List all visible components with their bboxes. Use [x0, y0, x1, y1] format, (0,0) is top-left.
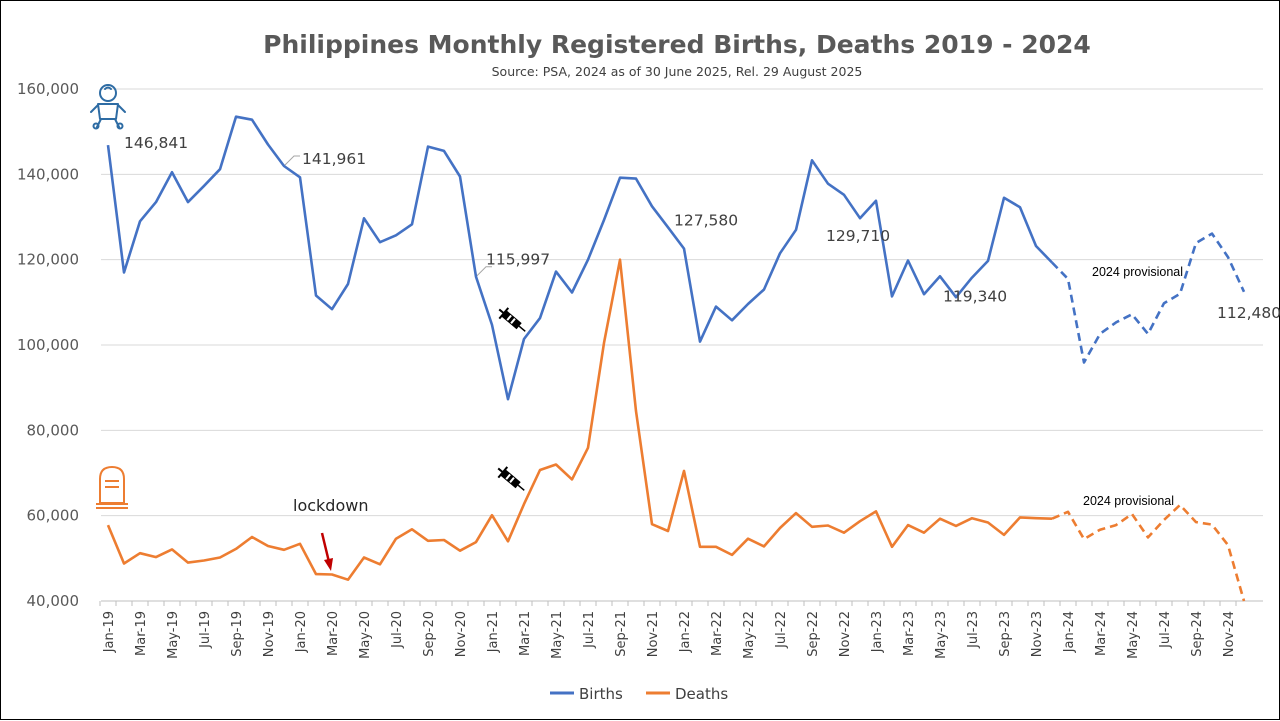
- data-label: 141,961: [302, 150, 366, 168]
- x-tick-label: Jan-20: [294, 611, 309, 653]
- gravestone-icon: [96, 466, 128, 509]
- series-lines: [106, 115, 1246, 602]
- y-tick-label: 40,000: [27, 592, 80, 610]
- x-tick-label: Jan-23: [870, 611, 885, 653]
- lockdown-arrow: [320, 532, 333, 571]
- x-tick-label: Nov-20: [454, 611, 469, 657]
- x-tick-label: Mar-23: [902, 611, 917, 656]
- x-tick-label: Jan-21: [486, 611, 501, 653]
- deaths-provisional-line: [1051, 503, 1246, 602]
- x-tick-label: Jul-22: [774, 611, 789, 649]
- births-provisional-line: [1051, 232, 1246, 364]
- x-tick-label: Nov-23: [1030, 611, 1045, 657]
- label-leader-lines: [283, 155, 492, 278]
- data-label: 129,710: [826, 227, 890, 245]
- x-tick-label: Nov-22: [838, 611, 853, 657]
- x-tick-label: Jan-19: [102, 611, 117, 653]
- lockdown-annotation: lockdown: [293, 496, 368, 515]
- data-label: 119,340: [943, 287, 1007, 305]
- x-tick-label: Mar-21: [518, 611, 533, 656]
- chart-title: Philippines Monthly Registered Births, D…: [263, 30, 1091, 59]
- x-tick-label: Nov-19: [262, 611, 277, 657]
- x-tick-label: Mar-19: [134, 611, 149, 656]
- x-tick-label: Nov-24: [1222, 611, 1237, 657]
- x-tick-label: Jul-20: [390, 611, 405, 649]
- x-tick-label: Jul-23: [966, 611, 981, 649]
- x-axis: Jan-19 Mar-19 May-19 Jul-19 Sep-19 Nov-19 Jan-…: [99, 601, 1237, 659]
- x-tick-label: Sep-20: [422, 611, 437, 657]
- data-label: 115,997: [486, 251, 550, 269]
- y-tick-label: 160,000: [17, 80, 79, 98]
- legend-births-label: Births: [579, 685, 623, 703]
- births-provisional-label: 2024 provisional: [1092, 265, 1183, 279]
- legend-deaths-label: Deaths: [675, 685, 728, 703]
- deaths-provisional-label: 2024 provisional: [1083, 494, 1174, 508]
- data-label: 127,580: [674, 211, 738, 229]
- x-tick-label: Mar-20: [326, 611, 341, 656]
- x-tick-label: Sep-22: [806, 611, 821, 657]
- x-tick-label: Jul-24: [1158, 611, 1173, 649]
- chart-subtitle: Source: PSA, 2024 as of 30 June 2025, Re…: [492, 64, 863, 79]
- x-tick-label: Jul-21: [582, 611, 597, 649]
- x-tick-label: Nov-21: [646, 611, 661, 657]
- deaths-line: [106, 258, 1053, 582]
- syringe-icon: [498, 307, 526, 332]
- x-tick-label: Sep-23: [998, 611, 1013, 657]
- y-tick-label: 100,000: [17, 336, 79, 354]
- data-label: 146,841: [124, 134, 188, 152]
- x-tick-label: May-24: [1126, 611, 1141, 659]
- x-tick-label: May-23: [934, 611, 949, 659]
- x-tick-label: Mar-24: [1094, 611, 1109, 656]
- y-tick-label: 120,000: [17, 251, 79, 269]
- x-tick-label: Jan-22: [678, 611, 693, 653]
- x-tick-label: Sep-19: [230, 611, 245, 657]
- baby-icon: [90, 84, 126, 130]
- x-tick-label: Jul-19: [198, 611, 213, 649]
- births-line: [106, 115, 1053, 401]
- x-tick-label: Jan-24: [1062, 611, 1077, 653]
- x-tick-label: Sep-24: [1190, 611, 1205, 657]
- x-tick-label: May-21: [550, 611, 565, 659]
- label-leader: [283, 155, 300, 167]
- y-tick-label: 60,000: [27, 507, 80, 525]
- label-leader: [475, 266, 492, 278]
- syringe-icon: [497, 466, 525, 491]
- x-tick-label: May-22: [742, 611, 757, 659]
- legend: Births Deaths: [550, 685, 728, 703]
- x-tick-label: Sep-21: [614, 611, 629, 657]
- x-tick-label: May-19: [166, 611, 181, 659]
- y-axis: 40,000 60,000 80,000 100,000 120,000 140,000 1…: [17, 80, 79, 610]
- y-tick-label: 80,000: [27, 421, 80, 439]
- y-tick-label: 140,000: [17, 165, 79, 183]
- data-label: 112,480: [1217, 304, 1280, 322]
- x-tick-label: May-20: [358, 611, 373, 659]
- data-labels: 146,841 141,961 115,997 127,580 129,710 119,3…: [124, 134, 1280, 322]
- x-tick-label: Mar-22: [710, 611, 725, 656]
